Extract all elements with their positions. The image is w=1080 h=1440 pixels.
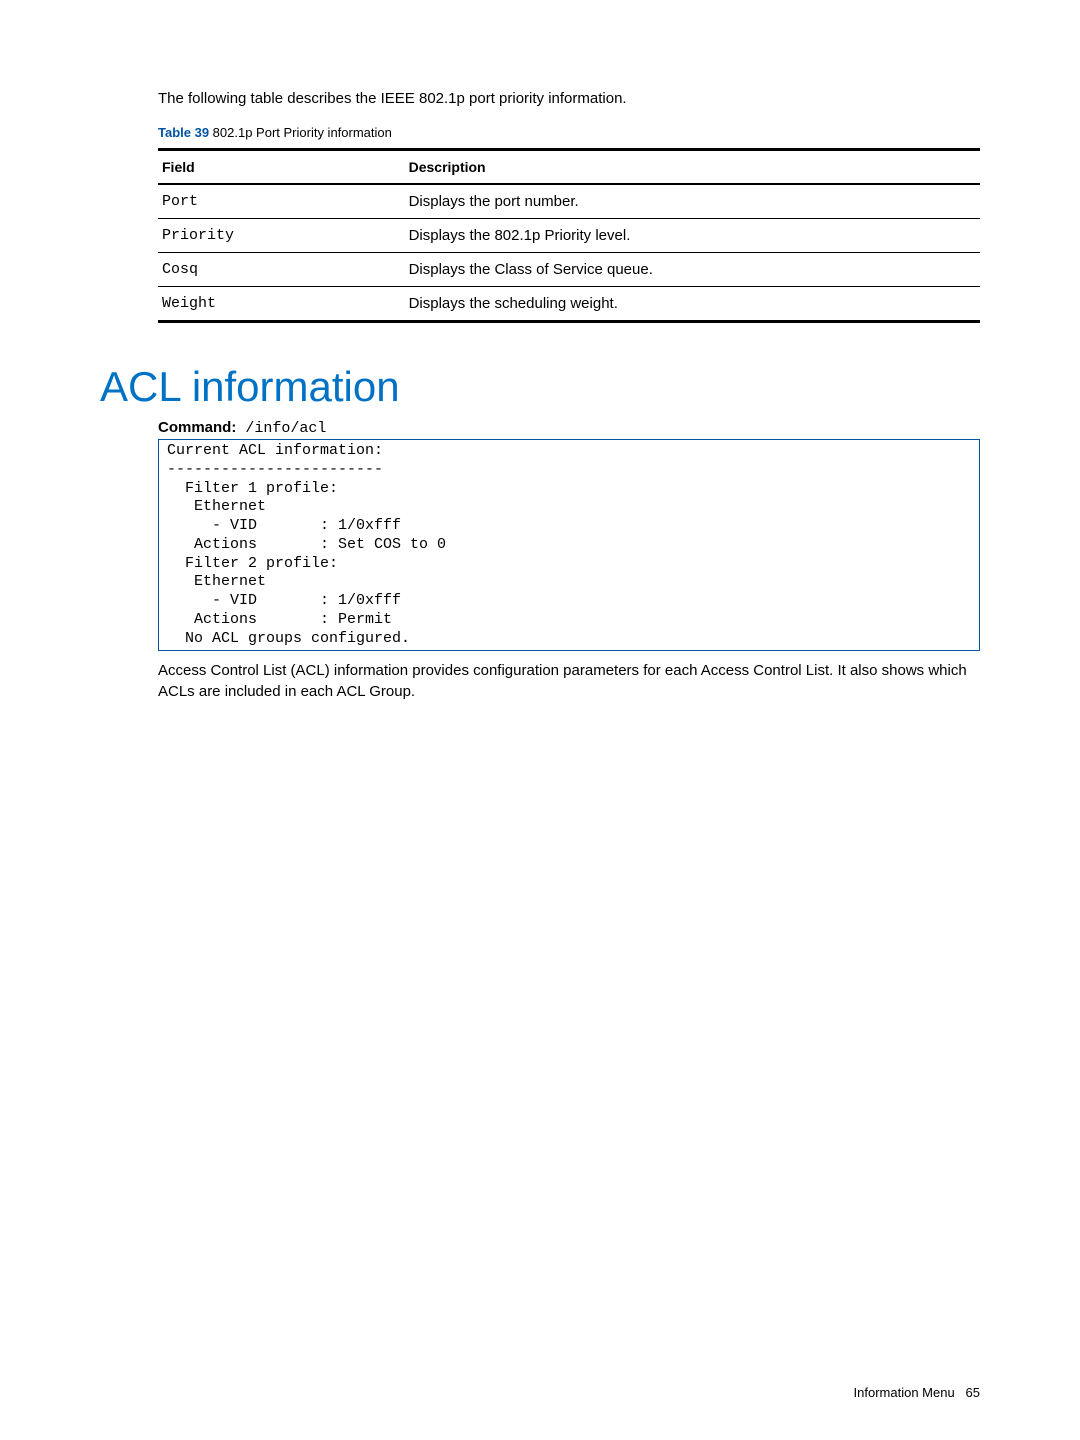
table-caption-text: 802.1p Port Priority information xyxy=(209,125,392,140)
section-heading: ACL information xyxy=(100,363,980,411)
command-line: Command: /info/acl xyxy=(158,419,980,440)
page-content: The following table describes the IEEE 8… xyxy=(0,0,1080,742)
table-label: Table 39 xyxy=(158,125,209,140)
cell-desc: Displays the 802.1p Priority level. xyxy=(405,219,980,253)
col-description: Description xyxy=(405,150,980,185)
command-label: Command: xyxy=(158,419,236,436)
priority-table: Field Description Port Displays the port… xyxy=(158,148,980,323)
cell-desc: Displays the scheduling weight. xyxy=(405,287,980,322)
col-field: Field xyxy=(158,150,405,185)
cell-field: Port xyxy=(158,184,405,219)
body-paragraph: Access Control List (ACL) information pr… xyxy=(158,661,980,702)
footer-text: Information Menu xyxy=(854,1385,955,1400)
cell-field: Priority xyxy=(158,219,405,253)
intro-text: The following table describes the IEEE 8… xyxy=(158,90,980,107)
table-row: Port Displays the port number. xyxy=(158,184,980,219)
table-caption: Table 39 802.1p Port Priority informatio… xyxy=(158,125,980,140)
command-value: /info/acl xyxy=(236,420,326,437)
page-footer: Information Menu 65 xyxy=(854,1385,980,1400)
table-row: Weight Displays the scheduling weight. xyxy=(158,287,980,322)
cell-field: Weight xyxy=(158,287,405,322)
footer-page: 65 xyxy=(966,1385,980,1400)
table-row: Priority Displays the 802.1p Priority le… xyxy=(158,219,980,253)
content-block: The following table describes the IEEE 8… xyxy=(158,90,980,323)
cell-field: Cosq xyxy=(158,253,405,287)
code-output: Current ACL information: ---------------… xyxy=(158,440,980,651)
table-row: Cosq Displays the Class of Service queue… xyxy=(158,253,980,287)
command-row: Command: /info/acl xyxy=(158,419,980,440)
cell-desc: Displays the port number. xyxy=(405,184,980,219)
cell-desc: Displays the Class of Service queue. xyxy=(405,253,980,287)
